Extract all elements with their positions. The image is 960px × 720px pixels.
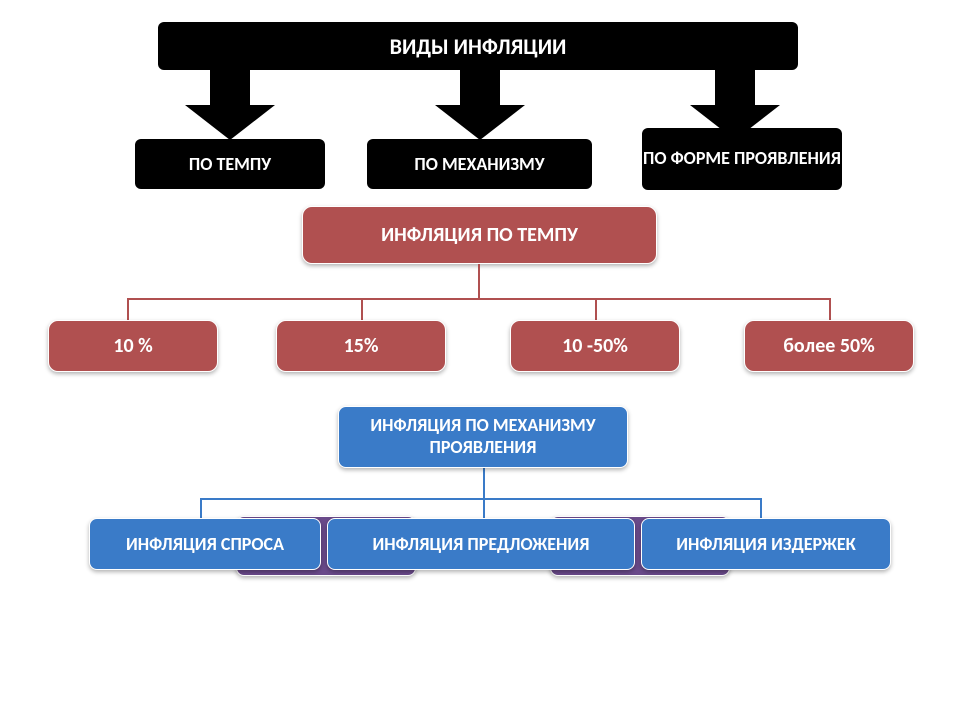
blue-child-3-label: ИНФЛЯЦИЯ ИЗДЕРЖЕК: [676, 533, 855, 555]
red-drop-2: [361, 298, 363, 320]
red-header-label: ИНФЛЯЦИЯ ПО ТЕМПУ: [381, 223, 578, 247]
red-child-2: 15%: [276, 320, 446, 372]
arrow-1: [185, 70, 275, 140]
red-child-3: 10 -50%: [510, 320, 680, 372]
root-box: ВИДЫ ИНФЛЯЦИИ: [158, 22, 798, 70]
red-header-box: ИНФЛЯЦИЯ ПО ТЕМПУ: [302, 206, 657, 264]
red-child-2-label: 15%: [344, 334, 379, 358]
red-trunk: [478, 264, 480, 298]
level1-box-form: ПО ФОРМЕ ПРОЯВЛЕНИЯ: [642, 128, 842, 190]
red-child-3-label: 10 -50%: [562, 334, 628, 358]
red-child-4-label: более 50%: [783, 334, 874, 358]
red-drop-4: [829, 298, 831, 320]
blue-drop-2: [483, 498, 485, 518]
red-bar: [127, 298, 829, 300]
blue-trunk: [483, 468, 485, 498]
blue-child-3: ИНФЛЯЦИЯ ИЗДЕРЖЕК: [641, 518, 891, 570]
red-drop-1: [127, 298, 129, 320]
level1-box-mechanism: ПО МЕХАНИЗМУ: [367, 139, 592, 189]
red-drop-3: [595, 298, 597, 320]
level1-label-tempo: ПО ТЕМПУ: [189, 153, 271, 175]
level1-label-mechanism: ПО МЕХАНИЗМУ: [414, 153, 544, 175]
blue-header-box: ИНФЛЯЦИЯ ПО МЕХАНИЗМУ ПРОЯВЛЕНИЯ: [338, 406, 628, 468]
arrow-2: [435, 70, 525, 140]
blue-bar: [200, 498, 760, 500]
blue-drop-1: [200, 498, 202, 518]
red-child-4: более 50%: [744, 320, 914, 372]
blue-child-1: ИНФЛЯЦИЯ СПРОСА: [89, 518, 321, 570]
blue-drop-3: [760, 498, 762, 518]
blue-child-2-label: ИНФЛЯЦИЯ ПРЕДЛОЖЕНИЯ: [373, 533, 590, 555]
root-label: ВИДЫ ИНФЛЯЦИИ: [390, 33, 567, 60]
blue-child-1-label: ИНФЛЯЦИЯ СПРОСА: [126, 533, 284, 555]
red-child-1: 10 %: [48, 320, 218, 372]
blue-child-2: ИНФЛЯЦИЯ ПРЕДЛОЖЕНИЯ: [327, 518, 635, 570]
red-child-1-label: 10 %: [113, 334, 152, 358]
level1-box-tempo: ПО ТЕМПУ: [135, 139, 325, 189]
blue-header-label: ИНФЛЯЦИЯ ПО МЕХАНИЗМУ ПРОЯВЛЕНИЯ: [339, 415, 627, 458]
level1-label-form: ПО ФОРМЕ ПРОЯВЛЕНИЯ: [643, 148, 841, 170]
